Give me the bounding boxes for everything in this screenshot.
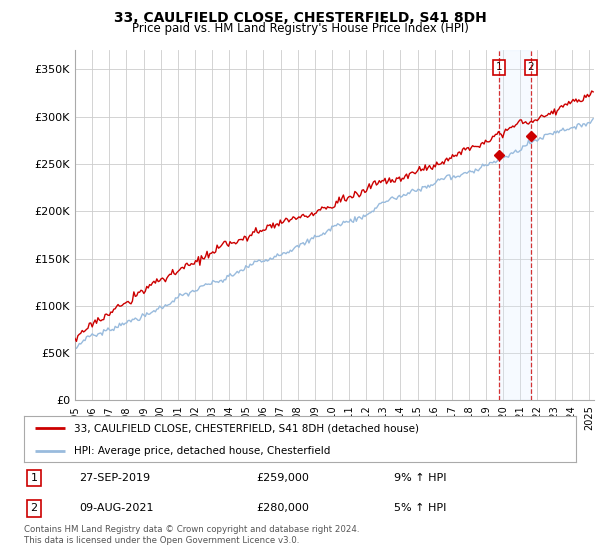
Text: 33, CAULFIELD CLOSE, CHESTERFIELD, S41 8DH: 33, CAULFIELD CLOSE, CHESTERFIELD, S41 8… [113, 11, 487, 25]
Text: 1: 1 [496, 62, 502, 72]
Text: 5% ↑ HPI: 5% ↑ HPI [394, 503, 446, 514]
Text: 2: 2 [31, 503, 37, 514]
Text: £280,000: £280,000 [256, 503, 309, 514]
Bar [499, 50, 530, 400]
Text: 09-AUG-2021: 09-AUG-2021 [79, 503, 154, 514]
Text: 2: 2 [527, 62, 534, 72]
Text: Contains HM Land Registry data © Crown copyright and database right 2024.
This d: Contains HM Land Registry data © Crown c… [24, 525, 359, 545]
Text: HPI: Average price, detached house, Chesterfield: HPI: Average price, detached house, Ches… [74, 446, 330, 455]
Text: Price paid vs. HM Land Registry's House Price Index (HPI): Price paid vs. HM Land Registry's House … [131, 22, 469, 35]
Text: 27-SEP-2019: 27-SEP-2019 [79, 473, 151, 483]
Text: £259,000: £259,000 [256, 473, 309, 483]
Text: 1: 1 [31, 473, 37, 483]
Text: 33, CAULFIELD CLOSE, CHESTERFIELD, S41 8DH (detached house): 33, CAULFIELD CLOSE, CHESTERFIELD, S41 8… [74, 423, 419, 433]
Text: 9% ↑ HPI: 9% ↑ HPI [394, 473, 446, 483]
